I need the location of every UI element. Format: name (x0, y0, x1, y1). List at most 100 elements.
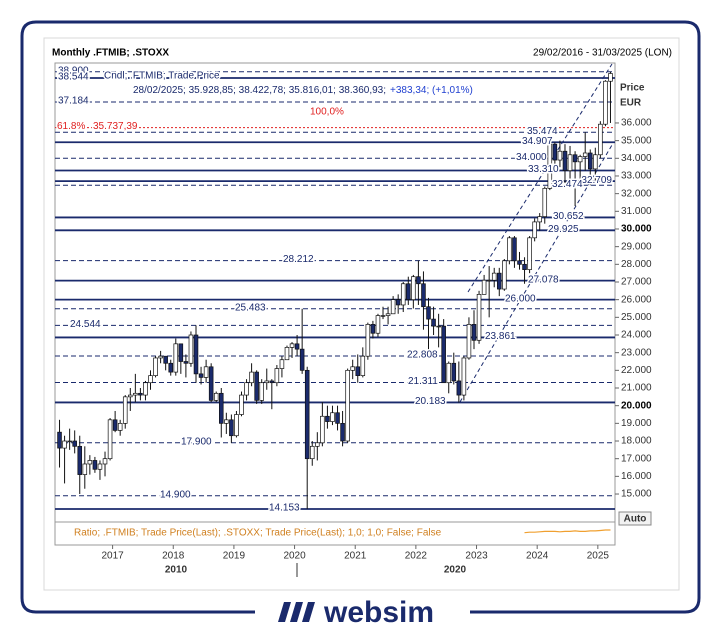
level-label: 26.000 (505, 293, 536, 304)
candle-body (436, 325, 441, 328)
y-tick-label: 36.000 (621, 118, 652, 129)
x-secondary-label: 2020 (444, 565, 467, 576)
candle-body (193, 334, 199, 375)
candle-body (502, 260, 507, 290)
x-tick-label: 2018 (162, 551, 185, 562)
level-label: 23.861 (485, 331, 516, 342)
candle-body (365, 324, 371, 357)
candle-body (598, 123, 603, 156)
candle-body (264, 380, 270, 384)
channel-line (459, 144, 613, 403)
candle-body (92, 460, 98, 470)
candle-body (325, 415, 330, 422)
level-label: 37.184 (58, 96, 89, 107)
candle-body (395, 299, 401, 306)
legend-name: Cndl; .FTMIB; Trade Price (104, 71, 220, 82)
candle-body (299, 348, 305, 371)
candle-body (497, 272, 502, 290)
candle-body (603, 80, 608, 125)
y-tick-label: 25.000 (621, 312, 652, 323)
candle-body (128, 394, 133, 398)
candle-body (411, 276, 416, 301)
level-label: 34.907 (522, 136, 553, 147)
y-tick-label: 17.000 (621, 453, 652, 464)
candle-body (491, 272, 497, 281)
x-tick-label: 2023 (465, 551, 488, 562)
candle-body (219, 392, 224, 424)
candle-body (567, 154, 573, 172)
chart-title: Monthly .FTMIB; .STOXX (52, 48, 169, 59)
candle-body (168, 362, 173, 373)
candle-body (315, 442, 320, 447)
y-tick-label: 21.000 (621, 383, 652, 394)
candle-body (284, 347, 290, 361)
candle-body (203, 366, 209, 378)
level-label: 35.474 (527, 126, 558, 137)
y-tick-label: 28.000 (621, 259, 652, 270)
candle-body (406, 283, 411, 301)
candle-body (330, 412, 335, 422)
candle-body (350, 366, 355, 371)
candle-body (208, 366, 214, 401)
brand: websim (323, 596, 434, 629)
x-tick-label: 2022 (405, 551, 428, 562)
candle-body (527, 237, 532, 270)
candle-body (229, 419, 234, 437)
candle-body (522, 263, 527, 270)
candle-body (183, 361, 189, 364)
candle-body (244, 382, 249, 396)
auto-label[interactable]: Auto (624, 514, 647, 525)
legend-values: 28/02/2025; 35.928,85; 38.422,78; 35.816… (133, 85, 473, 96)
x-tick-label: 2025 (587, 551, 610, 562)
candle-body (441, 325, 446, 384)
x-tick-label: 2024 (526, 551, 549, 562)
candle-body (345, 369, 350, 442)
candle-body (163, 355, 168, 364)
candle-body (532, 221, 537, 239)
date-range: 29/02/2016 - 31/03/2025 (LON) (533, 48, 672, 59)
candle-body (593, 154, 598, 170)
candle-body (507, 237, 512, 262)
candle-body (269, 380, 275, 384)
candle-body (107, 419, 113, 460)
y-axis-unit: EUR (620, 98, 642, 109)
y-tick-label: 26.000 (621, 294, 652, 305)
candle-body (446, 362, 451, 384)
candle-body (224, 419, 229, 424)
level-label: 21.311 (408, 376, 438, 387)
y-tick-label: 32.000 (621, 188, 652, 199)
candle-body (360, 355, 366, 376)
candle-body (547, 143, 553, 189)
x-tick-label: 2019 (223, 551, 246, 562)
y-tick-label: 31.000 (621, 206, 652, 217)
candle-body (117, 422, 123, 431)
y-tick-label: 35.000 (621, 135, 652, 146)
candle-body (416, 276, 421, 285)
auto-button[interactable] (618, 511, 652, 526)
candle-body (102, 458, 108, 465)
x-tick-label: 2020 (283, 551, 306, 562)
candle-body (133, 392, 138, 396)
candle-body (57, 431, 62, 449)
y-tick-label: 30.000 (621, 224, 652, 235)
candle-body (537, 216, 542, 223)
candle-body (320, 415, 325, 444)
candle-body (582, 152, 588, 157)
candle-body (335, 412, 340, 424)
candle-body (426, 306, 431, 320)
y-tick-label: 33.000 (621, 171, 652, 182)
candle-body (82, 463, 88, 475)
candle-body (289, 343, 295, 348)
level-label: 34.000 (516, 152, 547, 163)
legend-values-text: 28/02/2025; 35.928,85; 38.422,78; 35.816… (133, 85, 386, 96)
candle-body (355, 366, 361, 376)
candle-body (375, 315, 381, 334)
x-tick-label: 2017 (101, 551, 124, 562)
candle-body (188, 334, 194, 364)
level-label: 14.900 (160, 489, 191, 500)
candle-body (431, 318, 436, 327)
candle-body (138, 392, 143, 396)
y-tick-label: 15.000 (621, 489, 652, 500)
plot-layer: 15.000 16.000 17.000 18.000 19.000 20.000 21.0… (55, 63, 652, 562)
